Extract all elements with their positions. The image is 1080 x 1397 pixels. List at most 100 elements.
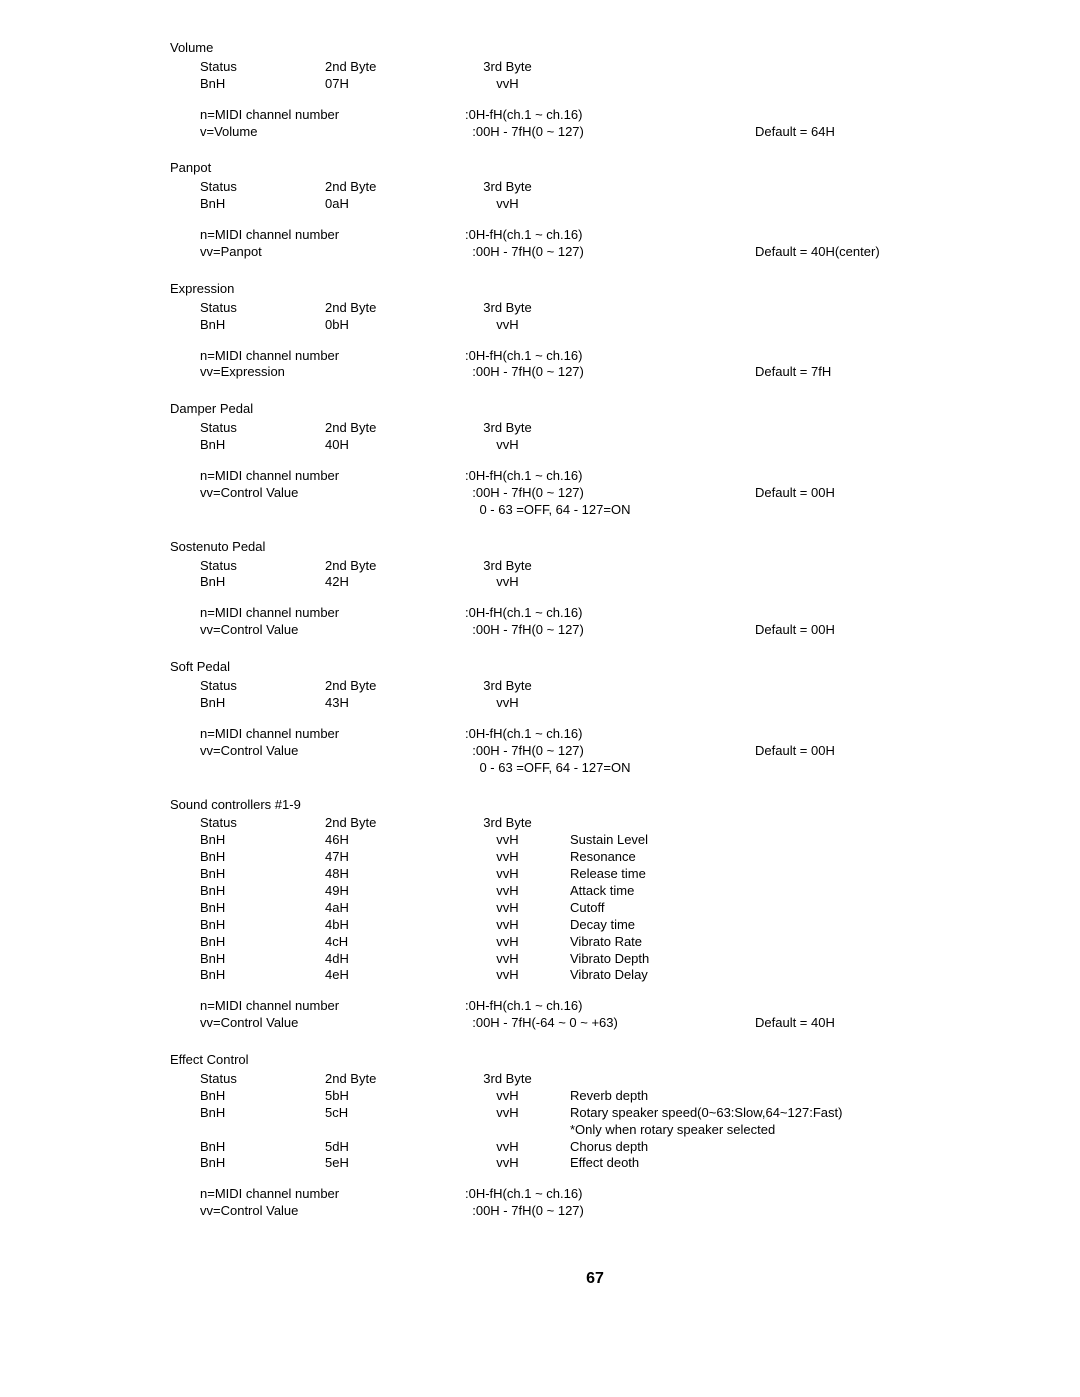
param-default: Default = 00H (755, 743, 955, 760)
param-label: vv=Control Value (200, 622, 465, 639)
param-default: Default = 40H(center) (755, 244, 955, 261)
desc-col: Effect deoth (550, 1155, 850, 1172)
param-row: 0 - 63 =OFF, 64 - 127=ON (200, 502, 1020, 519)
byte2-col: 4bH (325, 917, 465, 934)
desc-col: Attack time (550, 883, 850, 900)
param-default (755, 468, 955, 485)
byte-row: Status2nd Byte3rd Byte (200, 1071, 1020, 1088)
byte-row: Status2nd Byte3rd Byte (200, 59, 1020, 76)
param-label: n=MIDI channel number (200, 726, 465, 743)
desc-col: *Only when rotary speaker selected (550, 1122, 850, 1139)
section: Sound controllers #1-9Status2nd Byte3rd … (170, 797, 1020, 1047)
byte3-col: 3rd Byte (465, 179, 550, 196)
param-row: vv=Control Value :00H - 7fH(0 ~ 127)Defa… (200, 485, 1020, 502)
param-default: Default = 40H (755, 1015, 955, 1032)
byte3-col: vvH (465, 849, 550, 866)
param-default (755, 998, 955, 1015)
status-col: BnH (200, 695, 325, 712)
param-range: :00H - 7fH(0 ~ 127) (465, 124, 755, 141)
byte-row: BnH5eHvvHEffect deoth (200, 1155, 1020, 1172)
byte3-col: vvH (465, 951, 550, 968)
desc-col: Rotary speaker speed(0~63:Slow,64~127:Fa… (550, 1105, 850, 1122)
byte-row: BnH5cHvvHRotary speaker speed(0~63:Slow,… (200, 1105, 1020, 1122)
byte-row: Status2nd Byte3rd Byte (200, 815, 1020, 832)
byte2-col: 43H (325, 695, 465, 712)
byte2-col: 49H (325, 883, 465, 900)
status-col: BnH (200, 1155, 325, 1172)
byte2-col (325, 1122, 465, 1139)
byte3-col: vvH (465, 967, 550, 984)
param-range: :0H-fH(ch.1 ~ ch.16) (465, 605, 755, 622)
byte-row: Status2nd Byte3rd Byte (200, 420, 1020, 437)
status-col: Status (200, 420, 325, 437)
status-col: BnH (200, 76, 325, 93)
status-col: BnH (200, 832, 325, 849)
param-range: :00H - 7fH(-64 ~ 0 ~ +63) (465, 1015, 755, 1032)
byte2-col: 2nd Byte (325, 420, 465, 437)
byte3-col: vvH (465, 574, 550, 591)
byte-row: BnH07HvvH (200, 76, 1020, 93)
desc-col: Vibrato Delay (550, 967, 850, 984)
desc-col: Vibrato Rate (550, 934, 850, 951)
desc-col: Cutoff (550, 900, 850, 917)
param-default (755, 1203, 955, 1220)
byte2-col: 40H (325, 437, 465, 454)
param-label: vv=Control Value (200, 485, 465, 502)
byte3-col: 3rd Byte (465, 678, 550, 695)
param-row: vv=Control Value :00H - 7fH(0 ~ 127)Defa… (200, 743, 1020, 760)
status-col: BnH (200, 574, 325, 591)
section: VolumeStatus2nd Byte3rd ByteBnH07HvvHn=M… (170, 40, 1020, 154)
byte3-col: vvH (465, 866, 550, 883)
status-col: BnH (200, 1139, 325, 1156)
byte2-col: 46H (325, 832, 465, 849)
status-col: BnH (200, 317, 325, 334)
byte-row: BnH4eHvvHVibrato Delay (200, 967, 1020, 984)
byte2-col: 07H (325, 76, 465, 93)
byte2-col: 4eH (325, 967, 465, 984)
desc-col: Resonance (550, 849, 850, 866)
byte-row: BnH48HvvHRelease time (200, 866, 1020, 883)
byte2-col: 0aH (325, 196, 465, 213)
section-title: Damper Pedal (170, 401, 1020, 418)
param-label: n=MIDI channel number (200, 468, 465, 485)
param-label: vv=Control Value (200, 1203, 465, 1220)
param-default (755, 1186, 955, 1203)
param-label: n=MIDI channel number (200, 227, 465, 244)
byte3-col: vvH (465, 437, 550, 454)
status-col: Status (200, 558, 325, 575)
param-row: v=Volume :00H - 7fH(0 ~ 127)Default = 64… (200, 124, 1020, 141)
desc-col (550, 815, 850, 832)
byte3-col: vvH (465, 832, 550, 849)
param-range: :00H - 7fH(0 ~ 127) (465, 743, 755, 760)
status-col (200, 1122, 325, 1139)
byte-row: BnH43HvvH (200, 695, 1020, 712)
desc-col: Reverb depth (550, 1088, 850, 1105)
status-col: Status (200, 179, 325, 196)
byte3-col: vvH (465, 76, 550, 93)
status-col: BnH (200, 951, 325, 968)
section-title: Panpot (170, 160, 1020, 177)
section: ExpressionStatus2nd Byte3rd ByteBnH0bHvv… (170, 281, 1020, 395)
param-range: :0H-fH(ch.1 ~ ch.16) (465, 107, 755, 124)
section: Effect ControlStatus2nd Byte3rd ByteBnH5… (170, 1052, 1020, 1234)
byte3-col: vvH (465, 883, 550, 900)
byte3-col: 3rd Byte (465, 815, 550, 832)
section-title: Expression (170, 281, 1020, 298)
param-range: :0H-fH(ch.1 ~ ch.16) (465, 1186, 755, 1203)
byte2-col: 2nd Byte (325, 179, 465, 196)
param-range: :0H-fH(ch.1 ~ ch.16) (465, 726, 755, 743)
byte3-col: vvH (465, 695, 550, 712)
param-row: 0 - 63 =OFF, 64 - 127=ON (200, 760, 1020, 777)
status-col: Status (200, 1071, 325, 1088)
status-col: BnH (200, 900, 325, 917)
param-row: n=MIDI channel number:0H-fH(ch.1 ~ ch.16… (200, 605, 1020, 622)
byte3-col: 3rd Byte (465, 59, 550, 76)
desc-col: Release time (550, 866, 850, 883)
param-row: vv=Expression :00H - 7fH(0 ~ 127)Default… (200, 364, 1020, 381)
param-default (755, 605, 955, 622)
param-label: vv=Panpot (200, 244, 465, 261)
byte2-col: 4dH (325, 951, 465, 968)
status-col: BnH (200, 849, 325, 866)
byte2-col: 4aH (325, 900, 465, 917)
param-row: vv=Control Value :00H - 7fH(-64 ~ 0 ~ +6… (200, 1015, 1020, 1032)
